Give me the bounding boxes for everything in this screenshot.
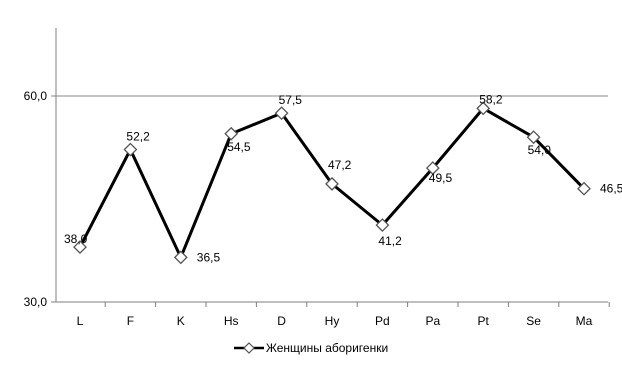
data-point-marker [526, 130, 541, 145]
axes [55, 28, 610, 307]
x-tick-label: D [277, 314, 286, 328]
x-tick-label: Pa [425, 314, 440, 328]
data-point-marker [577, 181, 591, 196]
data-label: 58,2 [479, 92, 503, 106]
x-tick-label: Hy [325, 314, 340, 328]
legend-series-label: Женщины аборигенки [265, 341, 389, 355]
data-label: 46,5 [600, 182, 622, 196]
data-point-marker [224, 126, 239, 141]
legend-line-diamond-icon [233, 342, 264, 354]
series-layer [73, 101, 591, 265]
data-label: 57,5 [279, 93, 303, 107]
data-labels: 38,0 52,2 36,5 54,5 57,5 47,2 41,2 49,5 58,2 54,0… [64, 92, 622, 264]
y-tick-label: 60,0 [24, 89, 48, 103]
data-label: 54,5 [227, 140, 251, 154]
data-label: 52,2 [126, 130, 150, 144]
data-label: 49,5 [429, 171, 453, 185]
data-point-marker [73, 240, 87, 254]
data-label: 47,2 [328, 158, 352, 172]
data-label: 38,0 [64, 232, 88, 246]
x-tick-label: Ma [576, 314, 593, 328]
x-tick-label: L [77, 314, 84, 328]
x-tick-label: Pt [478, 314, 490, 328]
y-tick-labels: 30,0 60,0 [24, 89, 48, 309]
gridlines [51, 95, 608, 303]
x-tick-label: Hs [224, 314, 239, 328]
legend: Женщины аборигенки [0, 341, 622, 357]
data-point-marker [173, 250, 188, 265]
data-point-marker [325, 176, 339, 191]
data-point-marker [123, 142, 138, 157]
data-point-marker [375, 218, 390, 233]
x-tick-label: Se [526, 314, 541, 328]
y-tick-label: 30,0 [24, 295, 48, 309]
data-label: 54,0 [528, 143, 552, 157]
data-point-marker [274, 106, 289, 121]
x-tick-label: Pd [375, 314, 390, 328]
x-tick-labels: L F K Hs D Hy Pd Pa Pt Se Ma [77, 314, 593, 328]
data-label: 36,5 [197, 250, 221, 264]
data-point-marker [476, 101, 491, 116]
x-tick-label: K [177, 314, 185, 328]
data-label: 41,2 [378, 234, 402, 248]
x-tick-label: F [127, 314, 134, 328]
data-point-marker [425, 161, 440, 176]
